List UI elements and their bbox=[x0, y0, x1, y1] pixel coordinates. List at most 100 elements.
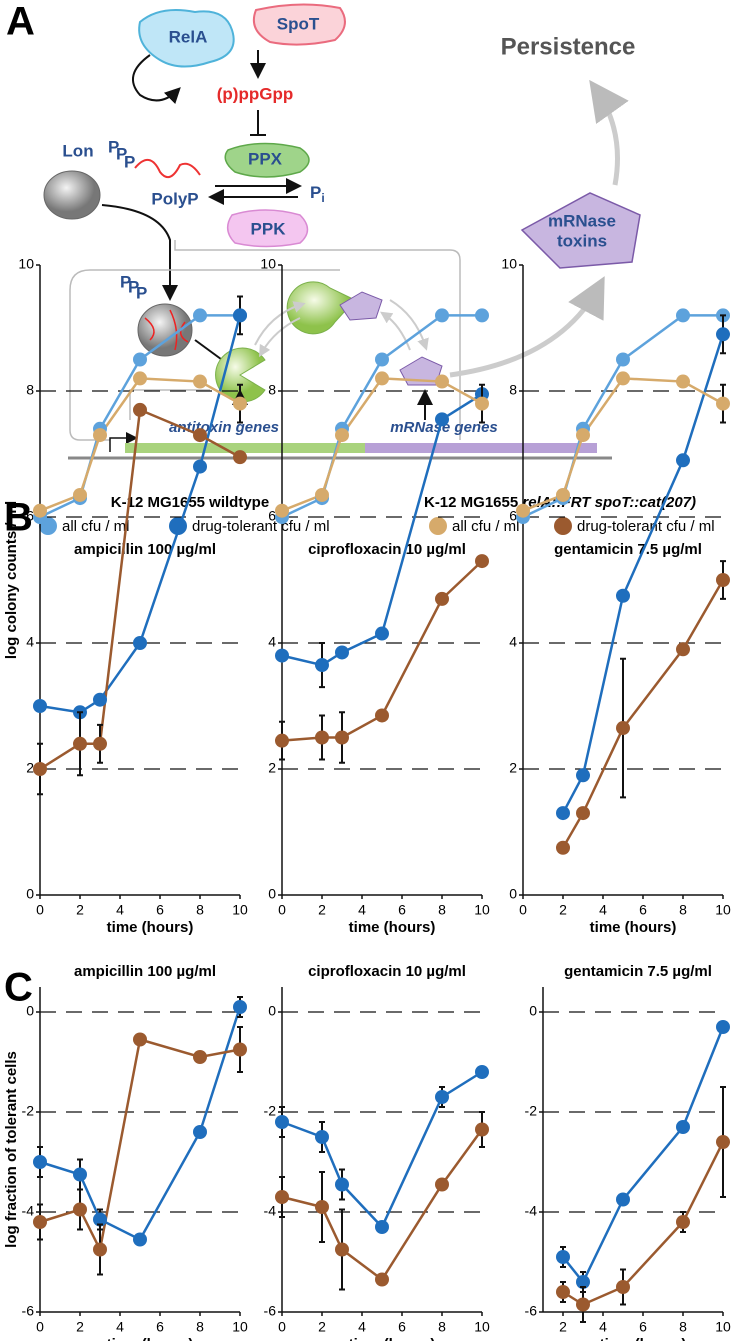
phosphate: P bbox=[116, 144, 127, 163]
lon-shape bbox=[43, 170, 101, 220]
y-tick-label: 0 bbox=[268, 886, 276, 902]
data-point bbox=[475, 396, 489, 411]
data-point bbox=[133, 352, 147, 367]
legend-label: all cfu / ml bbox=[452, 518, 520, 535]
data-point bbox=[616, 588, 630, 603]
data-point bbox=[616, 352, 630, 367]
data-point bbox=[616, 721, 630, 736]
series-line bbox=[281, 314, 482, 519]
diagram: RelA SpoT (p)ppGpp PPX P P P PolyP Pi PP… bbox=[43, 3, 641, 460]
lon-complex bbox=[137, 303, 193, 357]
y-tick-label: -4 bbox=[264, 1203, 277, 1219]
legend-marker bbox=[554, 517, 572, 535]
x-tick-label: 10 bbox=[232, 1319, 248, 1335]
x-tick-label: 4 bbox=[599, 1319, 607, 1335]
data-point bbox=[133, 371, 147, 386]
rela-label: RelA bbox=[169, 27, 208, 46]
ppx-label: PPX bbox=[248, 149, 283, 168]
lon-label: Lon bbox=[62, 141, 93, 160]
x-tick-label: 4 bbox=[358, 902, 366, 918]
y-tick-label: 8 bbox=[26, 382, 34, 398]
y-tick-label: 4 bbox=[509, 634, 517, 650]
data-point bbox=[33, 1215, 47, 1229]
data-point bbox=[576, 768, 590, 783]
data-point bbox=[375, 1272, 389, 1287]
data-point bbox=[435, 412, 449, 427]
data-point bbox=[315, 730, 329, 745]
data-point bbox=[315, 658, 329, 673]
y-tick-label: -6 bbox=[525, 1303, 538, 1319]
legend: all cfu / ml drug-tolerant cfu / ml all cf… bbox=[39, 517, 715, 535]
regulation-line bbox=[174, 240, 461, 440]
x-tick-label: 6 bbox=[639, 902, 647, 918]
data-point bbox=[315, 1200, 329, 1214]
data-point bbox=[556, 1285, 570, 1299]
y-tick-label: 6 bbox=[268, 508, 276, 524]
data-point bbox=[375, 708, 389, 723]
chart-title: ciprofloxacin 10 µg/ml bbox=[308, 963, 466, 980]
x-tick-label: 10 bbox=[232, 902, 248, 918]
polyp-chain bbox=[144, 309, 189, 351]
data-point bbox=[475, 1065, 489, 1079]
data-point bbox=[93, 736, 107, 751]
data-point bbox=[475, 308, 489, 323]
series-line bbox=[39, 408, 241, 771]
x-tick-label: 2 bbox=[76, 1319, 84, 1335]
arrow bbox=[254, 301, 306, 346]
ppx-shape bbox=[224, 142, 310, 178]
data-point bbox=[676, 1215, 690, 1229]
data-point bbox=[193, 428, 207, 443]
polyp-label: PolyP bbox=[151, 189, 198, 208]
rela-shape bbox=[138, 9, 235, 68]
panel-label: A bbox=[6, 0, 35, 44]
data-point bbox=[193, 374, 207, 389]
data-point bbox=[133, 402, 147, 417]
x-axis-title: time (hours) bbox=[590, 919, 677, 936]
data-point bbox=[315, 1130, 329, 1144]
data-point bbox=[93, 1212, 107, 1227]
legend-marker bbox=[429, 517, 447, 535]
data-point bbox=[576, 806, 590, 821]
arrow bbox=[101, 204, 178, 301]
y-tick-label: -6 bbox=[22, 1303, 35, 1319]
y-axis-title: log fraction of tolerant cells bbox=[3, 1051, 20, 1248]
persistence-label: Persistence bbox=[501, 33, 636, 60]
data-point bbox=[233, 308, 247, 323]
x-tick-label: 6 bbox=[156, 902, 164, 918]
x-tick-label: 2 bbox=[318, 1319, 326, 1335]
series-line bbox=[281, 1128, 484, 1282]
data-point bbox=[275, 1190, 289, 1204]
phosphate: P bbox=[128, 277, 139, 296]
data-point bbox=[375, 626, 389, 641]
data-point bbox=[193, 459, 207, 474]
gene-label: antitoxin genes bbox=[169, 419, 279, 436]
x-tick-label: 4 bbox=[599, 902, 607, 918]
y-tick-label: 2 bbox=[268, 760, 276, 776]
data-point bbox=[93, 428, 107, 443]
x-tick-label: 10 bbox=[715, 902, 731, 918]
regulation-line bbox=[129, 389, 210, 420]
data-point bbox=[335, 1242, 349, 1257]
x-tick-label: 6 bbox=[156, 1319, 164, 1335]
x-tick-label: 0 bbox=[36, 1319, 44, 1335]
x-axis-title: time (hours) bbox=[349, 1336, 436, 1341]
x-axis-title: time (hours) bbox=[600, 1336, 687, 1341]
data-point bbox=[676, 374, 690, 389]
y-axis-title: log colony counts / ml bbox=[3, 501, 20, 659]
y-tick-label: -2 bbox=[22, 1103, 35, 1119]
y-tick-label: 2 bbox=[26, 760, 34, 776]
y-tick-label: -4 bbox=[525, 1203, 538, 1219]
data-point bbox=[315, 487, 329, 502]
data-point bbox=[716, 396, 730, 411]
y-tick-label: 6 bbox=[509, 508, 517, 524]
promoter bbox=[109, 432, 138, 452]
data-point bbox=[435, 591, 449, 606]
series-line bbox=[562, 1026, 725, 1285]
x-tick-label: 2 bbox=[76, 902, 84, 918]
x-tick-label: 6 bbox=[639, 1319, 647, 1335]
ppk-shape bbox=[226, 209, 309, 248]
data-point bbox=[716, 1135, 730, 1149]
toxins-label: toxins bbox=[557, 231, 607, 250]
phosphate: P bbox=[120, 272, 131, 291]
data-point bbox=[193, 308, 207, 323]
